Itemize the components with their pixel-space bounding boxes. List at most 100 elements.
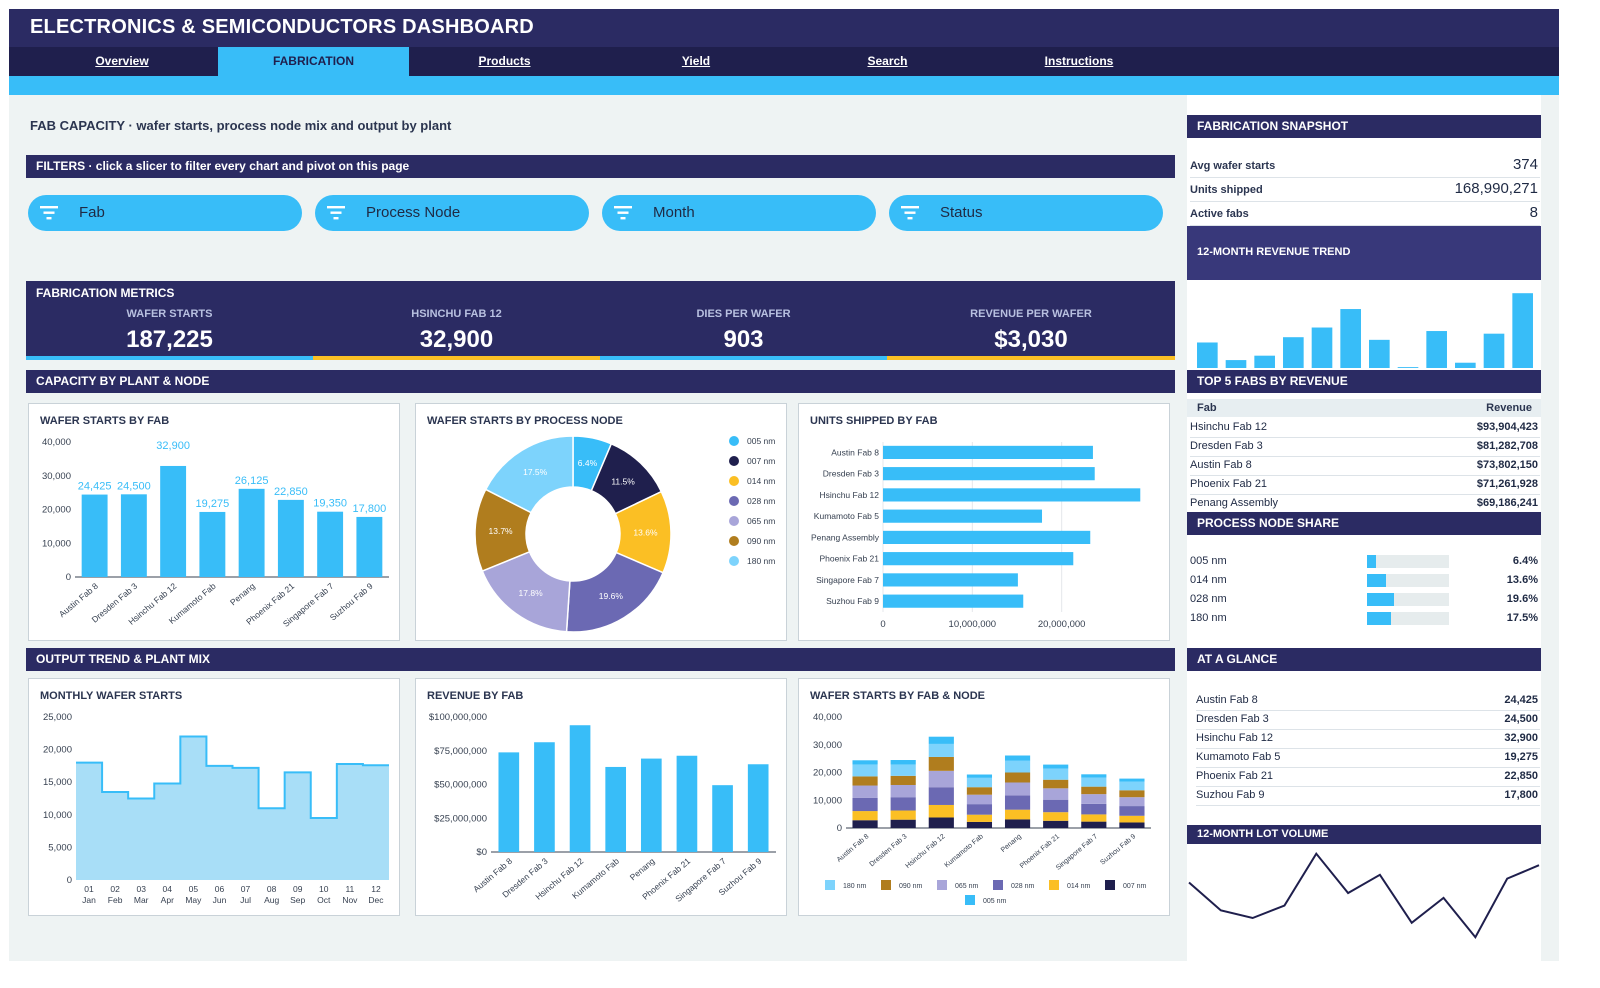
lot-volume-title: 12-MONTH LOT VOLUME <box>1187 825 1541 844</box>
y-tick-label: 15,000 <box>43 777 72 788</box>
stack-segment <box>852 797 878 812</box>
legend-swatch <box>1105 880 1115 890</box>
y-tick-label: Suzhou Fab 9 <box>826 596 879 606</box>
node-share-fill <box>1367 593 1394 606</box>
node-share-row: 028 nm 19.6% <box>1190 590 1540 609</box>
x-tick-label: 08 <box>267 884 277 894</box>
glance-row: Kumamoto Fab 5 19,275 <box>1196 748 1540 768</box>
bar <box>1197 342 1218 368</box>
stack-segment <box>1119 797 1145 807</box>
legend-label: 090 nm <box>747 536 775 546</box>
stack-segment <box>966 787 993 795</box>
dashboard-title: ELECTRONICS & SEMICONDUCTORS DASHBOARD <box>30 16 534 38</box>
area-fill <box>76 736 389 880</box>
y-tick-label: 0 <box>67 875 72 886</box>
snapshot-label: Avg wafer starts <box>1190 160 1276 172</box>
revenue-trend-chart <box>1197 293 1533 368</box>
data-label: 24,500 <box>117 480 151 492</box>
node-share-row: 005 nm 6.4% <box>1190 552 1540 571</box>
stack-segment <box>1081 821 1107 828</box>
stack-segment <box>1119 806 1145 816</box>
chart-title: MONTHLY WAFER STARTS <box>40 690 183 702</box>
bar <box>356 516 383 577</box>
slicer-label: Fab <box>79 204 105 221</box>
stack-segment <box>928 736 954 744</box>
y-tick-label: $100,000,000 <box>429 712 487 723</box>
x-tick-label: Penang <box>228 581 257 608</box>
bar <box>160 465 187 577</box>
node-share-pct: 17.5% <box>1506 612 1538 624</box>
bar <box>1455 362 1476 368</box>
legend-swatch <box>881 880 891 890</box>
data-label: 17.5% <box>523 467 548 477</box>
slicer-status[interactable]: Status <box>889 195 1163 231</box>
y-tick-label: 20,000 <box>42 505 71 516</box>
stack-segment <box>966 814 993 822</box>
filter-icon <box>614 206 632 220</box>
y-tick-label: $50,000,000 <box>434 780 487 791</box>
tab-search[interactable]: Search <box>867 54 908 68</box>
glance-row: Suzhou Fab 9 17,800 <box>1196 786 1540 806</box>
stack-segment <box>966 804 993 815</box>
wafer-starts-by-fab-node-chart: 0 10,000 20,000 30,000 40,000 Austin Fab 8Dre… <box>813 712 1151 905</box>
stack-segment <box>1081 786 1107 795</box>
data-label: 13.7% <box>489 526 514 536</box>
bar <box>1397 367 1419 368</box>
snapshot-label: Active fabs <box>1190 208 1249 220</box>
x-tick-label: Penang <box>628 856 657 883</box>
stack-segment <box>852 820 878 828</box>
x-tick-label: Suzhou Fab 9 <box>328 581 375 623</box>
bar <box>883 594 1024 608</box>
tab-overview[interactable]: Overview <box>95 54 149 68</box>
stack-segment <box>1043 768 1069 780</box>
tab-products[interactable]: Products <box>478 54 531 68</box>
chart-title: WAFER STARTS BY FAB & NODE <box>810 690 985 702</box>
y-tick-label: 25,000 <box>43 712 72 723</box>
accent-band <box>9 76 1559 95</box>
tab-instructions[interactable]: Instructions <box>1044 54 1114 68</box>
data-label: 32,900 <box>156 440 190 452</box>
y-tick-label: 10,000 <box>42 538 71 549</box>
top5-revenue: $71,261,928 <box>1476 478 1538 490</box>
slicer-process-node[interactable]: Process Node <box>315 195 589 231</box>
x-tick-label: Suzhou Fab 9 <box>1099 833 1137 866</box>
y-tick-label: 30,000 <box>813 740 842 751</box>
stack-segment <box>890 810 916 820</box>
glance-fab: Suzhou Fab 9 <box>1196 789 1265 801</box>
legend-label: 090 nm <box>899 883 923 890</box>
glance-fab: Kumamoto Fab 5 <box>1196 751 1281 763</box>
wafer-starts-by-node-chart: 6.4% 11.5% 13.6% 19.6% 17.8% 13.7% 17.5% 005 nm… <box>474 435 775 633</box>
tab-yield[interactable]: Yield <box>681 54 711 68</box>
data-label: 22,850 <box>274 486 308 498</box>
bar <box>883 573 1018 587</box>
node-share-fill <box>1367 612 1391 625</box>
stack-segment <box>1081 803 1107 815</box>
bar <box>883 530 1091 544</box>
slicer-label: Process Node <box>366 204 461 221</box>
legend-label: 005 nm <box>747 436 775 446</box>
side-panel: FABRICATION SNAPSHOT Avg wafer starts 37… <box>1187 95 1541 961</box>
slicer-fab[interactable]: Fab <box>28 195 302 231</box>
snapshot-row: Units shipped 168,990,271 <box>1190 178 1540 202</box>
chart-title: WAFER STARTS BY FAB <box>40 415 170 427</box>
y-tick-label: 30,000 <box>42 471 71 482</box>
stack-segment <box>1119 778 1145 782</box>
pie-slice <box>484 435 574 514</box>
x-tick-label: Hsinchu Fab 12 <box>905 833 947 870</box>
stack-segment <box>928 804 954 818</box>
slicer-month[interactable]: Month <box>602 195 876 231</box>
legend-label: 028 nm <box>747 496 775 506</box>
x-tick-sublabel: Jul <box>240 895 251 905</box>
glance-value: 22,850 <box>1504 770 1538 782</box>
x-tick-label: 11 <box>345 884 354 894</box>
stack-segment <box>890 764 916 776</box>
glance-row: Phoenix Fab 21 22,850 <box>1196 767 1540 787</box>
top5-fab: Phoenix Fab 21 <box>1190 478 1268 490</box>
filter-icon <box>40 206 58 220</box>
metric-underline <box>600 356 887 360</box>
top5-fab: Penang Assembly <box>1190 497 1279 509</box>
x-tick-sublabel: Feb <box>108 895 123 905</box>
tab-fabrication[interactable]: FABRICATION <box>218 47 409 76</box>
y-tick-label: $25,000,000 <box>434 813 487 824</box>
node-share-track <box>1367 555 1449 568</box>
